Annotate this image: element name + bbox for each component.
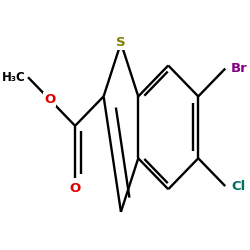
Text: O: O bbox=[70, 182, 81, 195]
Text: Br: Br bbox=[231, 62, 248, 75]
Text: Cl: Cl bbox=[231, 180, 245, 193]
Text: S: S bbox=[116, 36, 126, 49]
Text: H₃C: H₃C bbox=[2, 71, 26, 84]
Text: O: O bbox=[44, 93, 55, 106]
